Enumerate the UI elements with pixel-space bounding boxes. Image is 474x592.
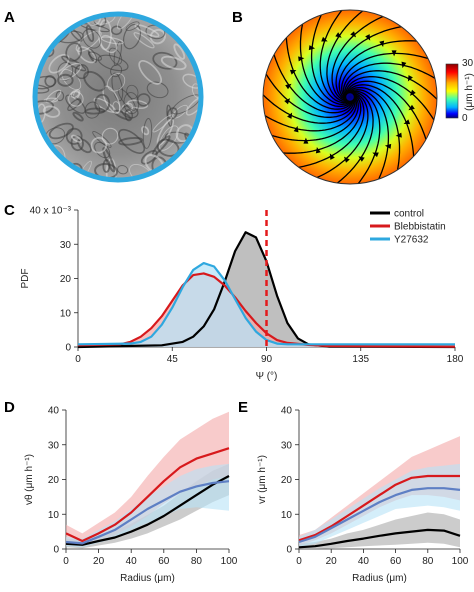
y-axis-label: PDF	[20, 269, 31, 289]
error-band-2	[299, 463, 460, 548]
y-tick-label: 10	[281, 510, 293, 521]
chart-c-angle-distribution: 0 45 90 135 180 0 10 20 30 40 x 10⁻³ Ψ (°) PDF contr…	[20, 206, 464, 383]
series-line-0	[65, 475, 230, 546]
y-tick-label: 0	[65, 343, 71, 354]
x-tick-label: 80	[422, 556, 434, 567]
y-tick-label: 40	[48, 406, 60, 417]
legend-label-1: Blebbistatin	[394, 222, 446, 233]
y-tick-label: 20	[48, 475, 60, 486]
panel-label-b: B	[232, 9, 243, 26]
micrograph-a	[32, 11, 204, 183]
series-line-0	[77, 231, 456, 349]
y-tick-label: 20	[60, 274, 72, 285]
y-tick-label: 40 x 10⁻³	[30, 206, 72, 217]
x-tick-label: 0	[75, 354, 81, 365]
x-axis-label: Radius (μm)	[120, 573, 175, 584]
x-tick-label: 90	[261, 354, 273, 365]
y-tick-label: 0	[286, 545, 292, 556]
x-tick-label: 60	[390, 556, 402, 567]
x-axis-label: Radius (μm)	[352, 573, 407, 584]
x-tick-label: 40	[126, 556, 138, 567]
legend-label-2: Y27632	[394, 235, 429, 246]
series-line-0	[298, 528, 461, 549]
y-tick-label: 20	[281, 475, 293, 486]
y-axis-label: vr (μm h⁻¹)	[257, 455, 268, 504]
series-line-2	[77, 262, 455, 346]
x-tick-label: 20	[93, 556, 105, 567]
y-tick-label: 30	[48, 440, 60, 451]
colorbar: 30 0 (μm h⁻¹)	[445, 58, 474, 124]
error-band-0	[299, 512, 460, 549]
chart-d-azimuthal-velocity: 0 20 40 60 80 100 0 10 20 30 40 Radius (μm) vθ (μm h…	[24, 406, 238, 585]
panel-label-c: C	[4, 202, 15, 219]
colorbar-unit-label: (μm h⁻¹)	[464, 73, 474, 111]
x-tick-label: 0	[296, 556, 302, 567]
area-fill-2	[78, 263, 455, 347]
x-tick-label: 100	[221, 556, 238, 567]
x-tick-label: 45	[167, 354, 179, 365]
x-tick-label: 40	[358, 556, 370, 567]
y-axis-label: vθ (μm h⁻¹)	[24, 454, 35, 505]
y-tick-label: 10	[60, 308, 72, 319]
y-tick-label: 40	[281, 406, 293, 417]
velocity-field-b	[262, 9, 438, 185]
x-tick-label: 60	[158, 556, 170, 567]
legend-label-0: control	[394, 209, 424, 220]
y-tick-label: 0	[53, 545, 59, 556]
colorbar-max-label: 30	[462, 58, 474, 69]
chart-e-radial-velocity: 0 20 40 60 80 100 0 10 20 30 40 Radius (μm) vr (μm h…	[257, 406, 469, 585]
series-line-2	[298, 487, 461, 544]
y-tick-label: 10	[48, 510, 60, 521]
x-tick-label: 180	[447, 354, 464, 365]
micrograph-border	[32, 11, 204, 183]
x-axis-label: Ψ (°)	[256, 371, 278, 382]
x-tick-label: 80	[191, 556, 203, 567]
x-tick-label: 20	[326, 556, 338, 567]
series-line-2	[65, 480, 230, 545]
error-band-2	[66, 463, 229, 548]
series-line-1	[298, 474, 460, 542]
x-tick-label: 100	[452, 556, 469, 567]
area-fill-0	[78, 232, 455, 347]
error-band-1	[66, 411, 229, 547]
series-line-1	[65, 447, 230, 543]
y-tick-label: 30	[281, 440, 293, 451]
series-line-1	[77, 272, 456, 348]
panel-label-d: D	[4, 399, 15, 416]
x-tick-label: 135	[352, 354, 369, 365]
panel-label-a: A	[4, 9, 15, 26]
colorbar-min-label: 0	[462, 113, 468, 124]
y-tick-label: 30	[60, 240, 72, 251]
x-tick-label: 0	[63, 556, 69, 567]
panel-label-e: E	[238, 399, 248, 416]
